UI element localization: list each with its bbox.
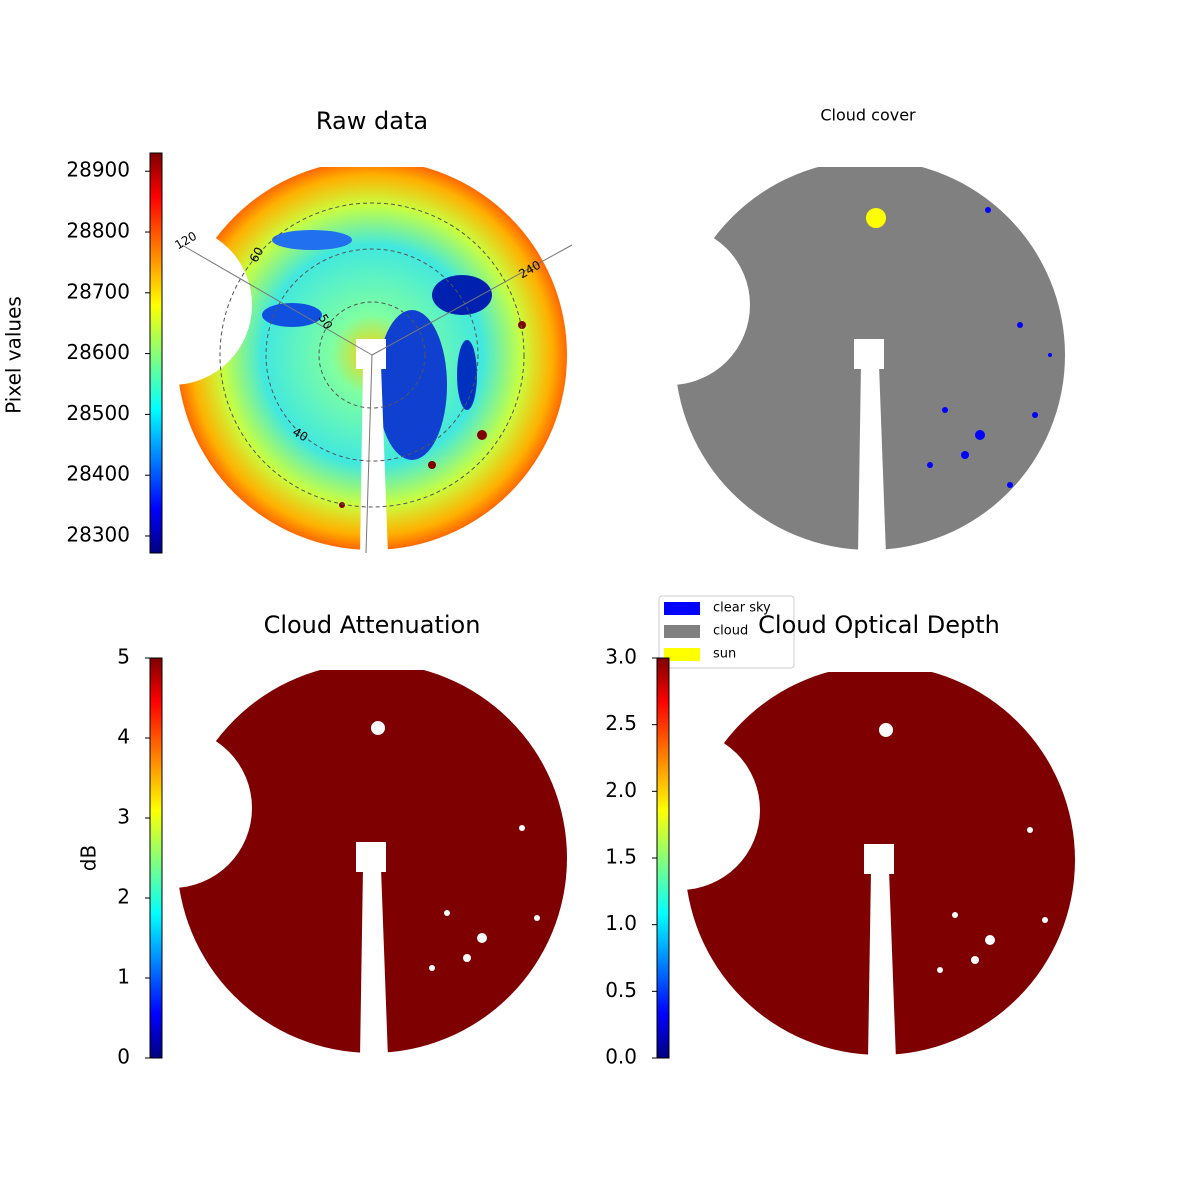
legend-swatch xyxy=(664,648,700,661)
y-tick-label: 28300 xyxy=(66,522,130,546)
y-tick-label: 2.5 xyxy=(605,711,637,735)
y-tick-label: 28900 xyxy=(66,158,130,182)
legend-label: cloud xyxy=(713,624,748,639)
colorbar-label: dB xyxy=(77,845,101,871)
colorbar-label: Pixel values xyxy=(2,296,26,414)
chart-title: Raw data xyxy=(316,107,428,135)
colorbar xyxy=(656,657,670,1059)
colorbar xyxy=(149,657,163,1059)
legend-swatch xyxy=(664,602,700,615)
y-tick-label: 2.0 xyxy=(605,778,637,802)
legend-label: sun xyxy=(713,647,736,662)
attenuation-image xyxy=(172,658,572,1058)
colorbar xyxy=(149,152,163,554)
y-tick-label: 28400 xyxy=(66,462,130,486)
polar-annotation: 60 xyxy=(247,245,267,265)
y-tick-label: 4 xyxy=(117,725,130,749)
chart-title: Cloud Attenuation xyxy=(264,611,481,639)
y-tick-label: 2 xyxy=(117,885,130,909)
y-tick-label: 3.0 xyxy=(605,645,637,669)
y-tick-label: 28800 xyxy=(66,219,130,243)
cloud-mask-image xyxy=(670,155,1070,555)
chart-title: Cloud cover xyxy=(820,106,916,125)
polar-annotation: 50 xyxy=(316,312,336,332)
y-tick-label: 1.5 xyxy=(605,845,637,869)
legend-swatch xyxy=(664,625,700,638)
optical-depth-image xyxy=(680,660,1080,1060)
y-tick-label: 0.5 xyxy=(605,978,637,1002)
chart-title: Cloud Optical Depth xyxy=(758,611,1000,639)
y-tick-label: 28700 xyxy=(66,279,130,303)
y-tick-label: 1 xyxy=(117,965,130,989)
y-tick-label: 5 xyxy=(117,645,130,669)
y-tick-label: 0.0 xyxy=(605,1045,637,1069)
y-tick-label: 28500 xyxy=(66,401,130,425)
y-tick-label: 1.0 xyxy=(605,911,637,935)
polar-annotation: 40 xyxy=(290,425,310,445)
y-tick-label: 0 xyxy=(117,1045,130,1069)
y-tick-label: 3 xyxy=(117,805,130,829)
legend-label: clear sky xyxy=(713,601,771,616)
raw-image xyxy=(172,155,573,555)
y-tick-label: 28600 xyxy=(66,340,130,364)
